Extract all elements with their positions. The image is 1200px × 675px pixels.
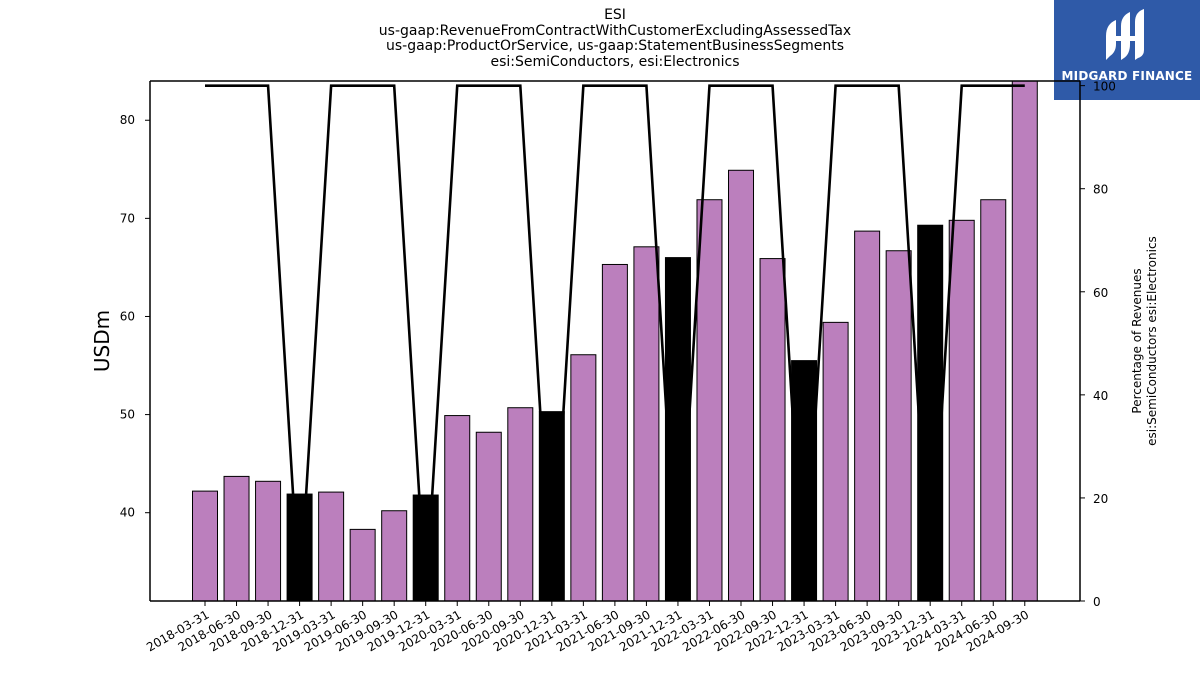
y2-tick-label-100: 100 — [1093, 80, 1116, 94]
bar-2020-12-31 — [538, 411, 565, 602]
bar-2021-12-31 — [664, 257, 691, 602]
logo-text: MIDGARD FINANCE — [1061, 69, 1193, 83]
y-tick-label-80: 80 — [120, 113, 135, 127]
bar-2023-06-30 — [854, 230, 881, 602]
bar-2024-06-30 — [980, 199, 1007, 602]
y2-tick-label-0: 0 — [1093, 595, 1101, 609]
bar-2023-09-30 — [885, 250, 912, 602]
midgard-logo-icon — [1106, 9, 1144, 60]
bar-2018-06-30 — [223, 475, 250, 602]
chart-title-line-1: ESI — [604, 7, 626, 23]
x-axis-ticks: 2018-03-312018-06-302018-09-302018-12-31… — [144, 601, 1031, 654]
percentage-line-series — [205, 84, 1025, 602]
bar-2024-09-30 — [1011, 80, 1038, 602]
y2-tick-label-20: 20 — [1093, 492, 1108, 506]
bar-series — [192, 80, 1038, 602]
chart-title-line-3: us-gaap:ProductOrService, us-gaap:Statem… — [385, 38, 844, 54]
bar-2018-03-31 — [192, 490, 218, 602]
chart-title: ESI us-gaap:RevenueFromContractWithCusto… — [230, 7, 1000, 70]
bar-2020-06-30 — [475, 431, 502, 602]
percentage-line — [205, 84, 1025, 602]
bar-2022-09-30 — [759, 258, 786, 602]
bar-2019-06-30 — [349, 528, 376, 602]
chart-title-line-4: esi:SemiConductors, esi:Electronics — [490, 53, 740, 70]
y-tick-label-50: 50 — [120, 408, 135, 422]
y-tick-label-60: 60 — [120, 309, 135, 323]
bar-2022-03-31 — [696, 199, 723, 602]
bar-2021-06-30 — [601, 263, 628, 602]
bar-2020-03-31 — [444, 415, 471, 602]
bar-2023-03-31 — [822, 321, 849, 602]
bar-2022-06-30 — [728, 169, 755, 602]
bar-2019-09-30 — [381, 510, 408, 602]
bar-2020-09-30 — [507, 407, 534, 602]
bar-2022-12-31 — [791, 360, 818, 602]
bar-2024-03-31 — [948, 219, 975, 602]
y-axis-label: USDm — [90, 310, 114, 372]
midgard-finance-logo: MIDGARD FINANCE — [1054, 0, 1200, 100]
y-tick-label-40: 40 — [120, 506, 135, 520]
y2-axis-label-line-1: Percentage of Revenues — [1130, 268, 1144, 413]
y2-axis-label-line-2: esi:SemiConductors esi:Electronics — [1145, 236, 1159, 446]
chart-title-line-2: us-gaap:RevenueFromContractWithCustomerE… — [378, 22, 852, 39]
bar-2021-03-31 — [570, 354, 597, 602]
bar-2019-03-31 — [318, 491, 345, 602]
y2-axis-ticks: 0 20 40 60 80 100 — [1080, 80, 1116, 609]
y-tick-label-70: 70 — [120, 211, 135, 225]
bar-2018-09-30 — [255, 480, 282, 602]
y2-tick-label-60: 60 — [1093, 286, 1108, 300]
y2-tick-label-40: 40 — [1093, 389, 1108, 403]
y-axis-ticks: 40 50 60 70 80 — [120, 113, 150, 520]
y2-tick-label-80: 80 — [1093, 183, 1108, 197]
bar-2023-12-31 — [917, 224, 944, 602]
bar-2021-09-30 — [633, 246, 660, 602]
